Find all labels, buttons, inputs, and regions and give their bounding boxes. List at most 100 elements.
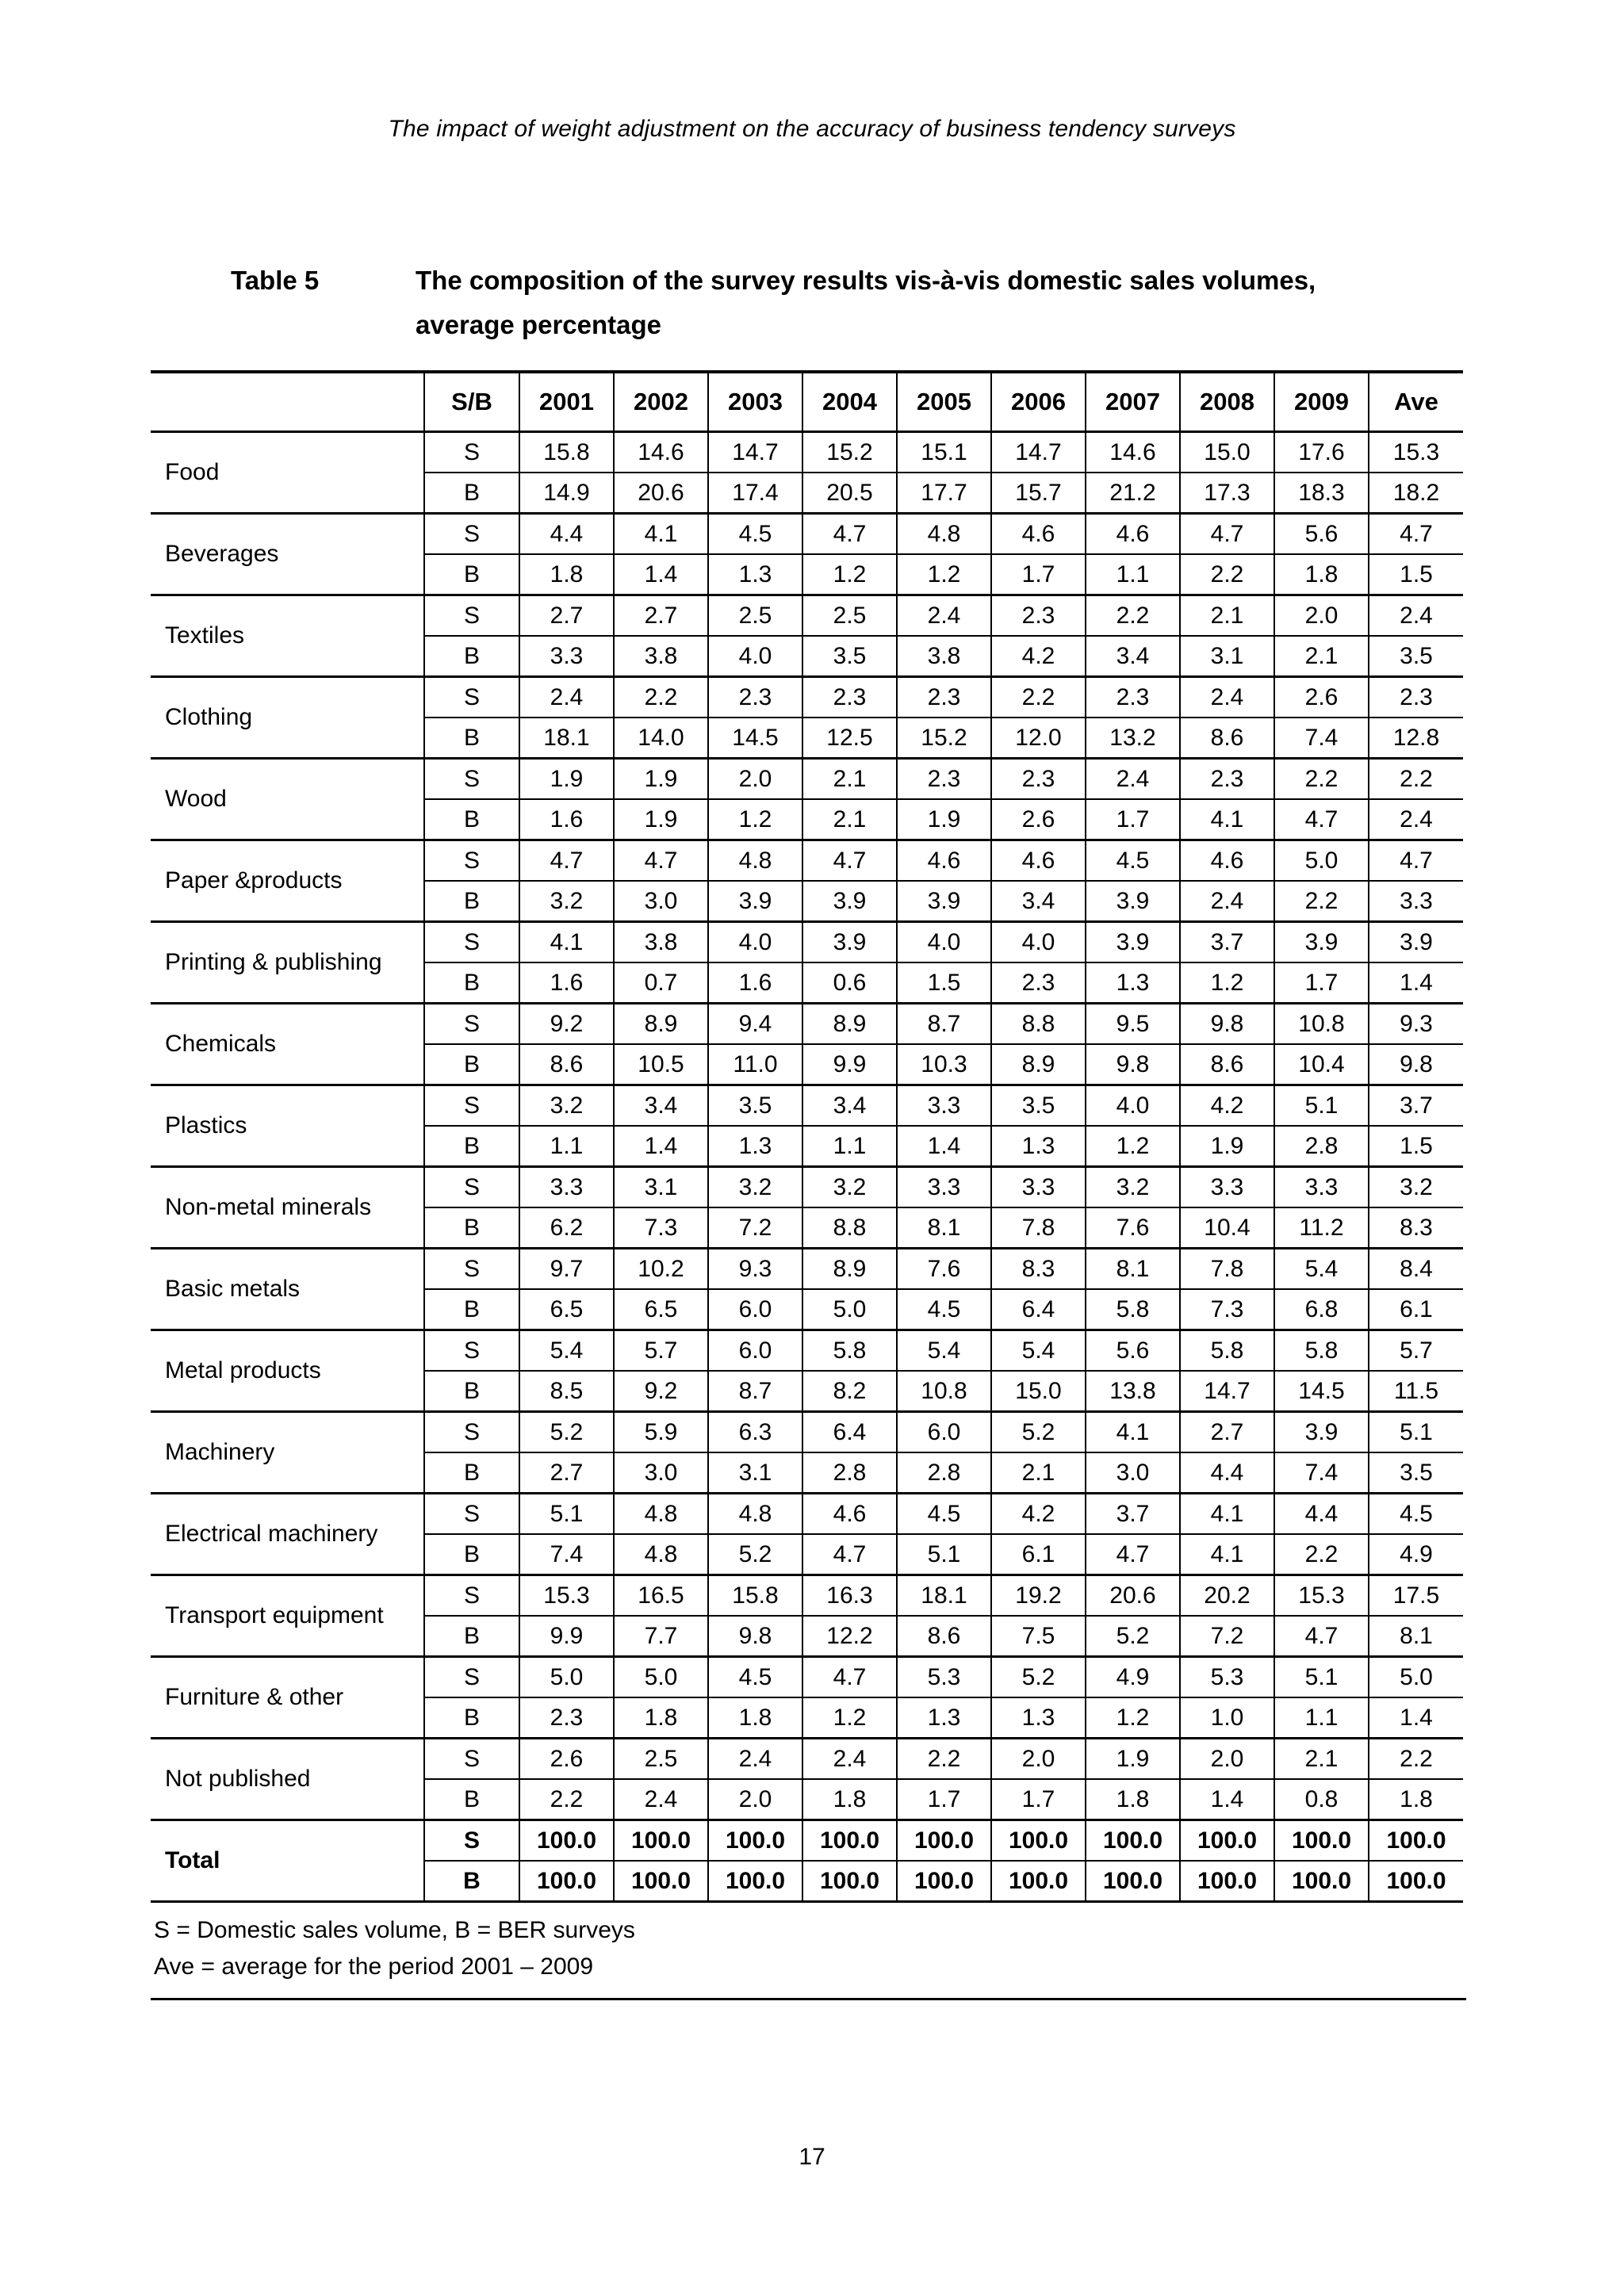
sb-cell: S [423,757,519,799]
value-cell: 1.7 [896,1778,991,1820]
value-cell: 1.9 [613,798,708,840]
value-cell: 2.1 [990,1452,1086,1494]
value-cell: 0.6 [802,962,897,1004]
table-row: Beverages S 4.4 4.1 4.5 4.7 4.8 4.6 4.6 4.7 5.6 4.7 [151,512,1463,595]
value-cell: 5.8 [802,1329,897,1371]
value-cell: 10.3 [896,1043,991,1085]
value-cell: 1.8 [1368,1778,1463,1820]
value-cell: 1.9 [519,757,614,799]
value-cell: 4.4 [519,512,614,554]
value-cell: 4.6 [990,512,1086,554]
value-cell: 6.0 [896,1410,991,1452]
column-header-2002: 2002 [613,372,708,433]
value-cell: 12.0 [990,717,1086,759]
value-cell: 14.7 [990,430,1086,473]
value-cell: 4.8 [613,1533,708,1575]
sb-cell: S [423,1329,519,1371]
value-cell: 17.7 [896,472,991,514]
corner-cell [151,372,424,433]
value-cell: 4.1 [1179,1492,1274,1534]
value-cell: 1.1 [1274,1697,1369,1739]
value-cell: 3.9 [707,880,802,922]
value-cell: 4.7 [802,839,897,881]
table-row: Metal products S 5.4 5.7 6.0 5.8 5.4 5.4 5.6 5.8 5… [151,1329,1463,1412]
value-cell: 6.1 [990,1533,1086,1575]
value-cell: 5.2 [707,1533,802,1575]
value-cell: 3.1 [613,1165,708,1207]
value-cell: 8.7 [896,1002,991,1044]
value-cell: 4.7 [1274,798,1369,840]
value-cell: 3.4 [1085,635,1180,677]
value-cell: 1.3 [990,1697,1086,1739]
category-label: Transport equipment [151,1574,424,1657]
value-cell: 7.3 [1179,1288,1274,1330]
column-header-2006: 2006 [990,372,1086,433]
value-cell: 15.3 [1368,430,1463,473]
value-cell: 14.6 [613,430,708,473]
value-cell: 9.8 [1368,1043,1463,1085]
value-cell: 14.6 [1085,430,1180,473]
note-sb-definition: S = Domestic sales volume, B = BER surve… [154,1917,635,1943]
value-cell: 5.1 [1368,1410,1463,1452]
sb-cell: B [423,1615,519,1657]
value-cell: 15.7 [990,472,1086,514]
value-cell: 5.9 [613,1410,708,1452]
value-cell: 5.0 [802,1288,897,1330]
value-cell: 100.0 [519,1819,614,1861]
value-cell: 2.5 [707,594,802,636]
value-cell: 4.0 [707,635,802,677]
value-cell: 9.9 [519,1615,614,1657]
value-cell: 8.6 [1179,1043,1274,1085]
value-cell: 8.3 [990,1247,1086,1289]
value-cell: 2.0 [1274,594,1369,636]
value-cell: 16.5 [613,1574,708,1616]
column-header-2008: 2008 [1179,372,1274,433]
value-cell: 4.2 [1179,1084,1274,1126]
value-cell: 4.8 [707,1492,802,1534]
value-cell: 5.3 [896,1655,991,1697]
value-cell: 1.3 [896,1697,991,1739]
value-cell: 5.6 [1274,512,1369,554]
value-cell: 1.6 [519,798,614,840]
value-cell: 2.3 [1179,757,1274,799]
value-cell: 2.0 [1179,1737,1274,1779]
value-cell: 1.3 [707,1125,802,1167]
value-cell: 100.0 [990,1819,1086,1861]
value-cell: 1.4 [613,1125,708,1167]
value-cell: 3.2 [802,1165,897,1207]
value-cell: 2.8 [1274,1125,1369,1167]
value-cell: 2.4 [1179,675,1274,718]
table-row: B 9.9 7.7 9.8 12.2 8.6 7.5 5.2 7.2 4.7 8.1 [151,1615,1463,1657]
value-cell: 14.5 [1274,1370,1369,1412]
sb-cell: B [423,1860,519,1902]
value-cell: 15.3 [519,1574,614,1616]
table-row: Not published S 2.6 2.5 2.4 2.4 2.2 2.0 1.9 2.0 2.… [151,1737,1463,1820]
value-cell: 8.9 [613,1002,708,1044]
column-header-2004: 2004 [802,372,897,433]
value-cell: 2.7 [519,1452,614,1494]
value-cell: 100.0 [1368,1860,1463,1902]
sb-cell: B [423,553,519,595]
table-row: B 6.5 6.5 6.0 5.0 4.5 6.4 5.8 7.3 6.8 6.1 [151,1288,1463,1330]
sb-cell: B [423,472,519,514]
category-label: Textiles [151,594,424,677]
value-cell: 4.6 [802,1492,897,1534]
value-cell: 4.1 [613,512,708,554]
value-cell: 5.7 [1368,1329,1463,1371]
category-label: Wood [151,757,424,840]
table-row: B 7.4 4.8 5.2 4.7 5.1 6.1 4.7 4.1 2.2 4.9 [151,1533,1463,1575]
value-cell: 4.7 [1368,839,1463,881]
value-cell: 1.9 [613,757,708,799]
value-cell: 13.2 [1085,717,1180,759]
value-cell: 4.7 [1368,512,1463,554]
value-cell: 6.5 [519,1288,614,1330]
table-row: B 8.5 9.2 8.7 8.2 10.8 15.0 13.8 14.7 14.5 11.5 [151,1370,1463,1412]
table-row: Machinery S 5.2 5.9 6.3 6.4 6.0 5.2 4.1 2.7 3.9 5.1 [151,1410,1463,1494]
value-cell: 1.4 [1179,1778,1274,1820]
value-cell: 100.0 [613,1860,708,1902]
header-row: S/B 2001 2002 2003 2004 2005 2006 2007 2008 2009 A… [151,372,1463,433]
value-cell: 18.2 [1368,472,1463,514]
value-cell: 7.2 [1179,1615,1274,1657]
value-cell: 3.7 [1179,920,1274,962]
value-cell: 3.5 [802,635,897,677]
